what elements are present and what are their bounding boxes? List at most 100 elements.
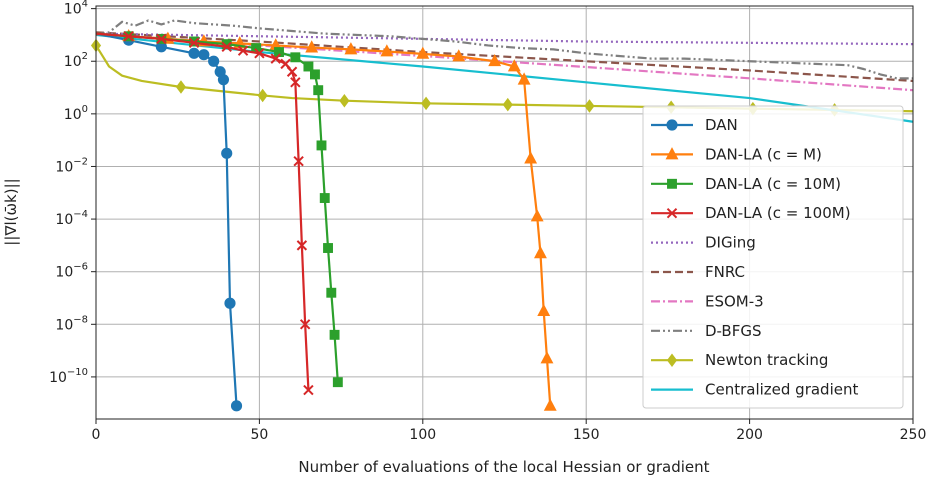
data-point	[507, 59, 521, 72]
x-axis-label: Number of evaluations of the local Hessi…	[298, 458, 709, 476]
series-line	[95, 31, 914, 83]
legend-marker	[666, 353, 678, 367]
data-point	[257, 88, 268, 103]
legend-item: DAN	[651, 116, 738, 134]
legend-label: DAN-LA (c = 100M)	[705, 204, 851, 222]
series-line	[95, 32, 238, 406]
data-point	[524, 151, 538, 164]
data-point	[299, 319, 311, 330]
data-point	[303, 61, 314, 72]
data-point	[339, 93, 350, 108]
series-line	[95, 19, 913, 80]
series-line	[95, 32, 914, 46]
data-point	[270, 53, 281, 64]
data-point	[584, 99, 595, 113]
data-point	[251, 43, 262, 54]
y-axis-label: ||∇l(ω̄k)||	[2, 178, 20, 245]
data-point	[293, 155, 304, 167]
data-point	[332, 377, 343, 388]
data-point	[221, 41, 232, 52]
data-point	[274, 47, 284, 57]
series-4	[95, 32, 914, 46]
legend-label: Newton tracking	[705, 351, 828, 369]
data-point	[188, 47, 200, 59]
data-point	[319, 193, 330, 203]
legend-label: FNRC	[705, 263, 745, 281]
data-point	[316, 140, 327, 151]
data-point	[323, 243, 333, 253]
axes-frame	[95, 5, 914, 420]
legend-label: ESOM-3	[705, 292, 764, 310]
series-5	[95, 31, 914, 83]
y-axis: 104 102 100 10−2 10−4 10−6 10−8 10−10	[49, 0, 96, 386]
y-tick-label: 102	[64, 51, 88, 70]
legend-item: ESOM-3	[651, 292, 764, 310]
data-point	[221, 147, 233, 159]
legend-marker	[665, 147, 679, 160]
legend-label: Centralized gradient	[705, 381, 858, 399]
data-point	[326, 287, 337, 298]
y-tick-label: 100	[64, 104, 88, 123]
data-point	[416, 46, 430, 59]
data-point	[290, 77, 301, 88]
legend-item: DAN-LA (c = M)	[651, 145, 822, 163]
data-point	[380, 44, 394, 57]
legend-marker	[667, 178, 677, 189]
legend-item: Centralized gradient	[651, 381, 858, 399]
data-point	[303, 384, 314, 396]
x-tick-label: 200	[736, 427, 763, 443]
series-0	[95, 32, 243, 412]
y-tick-label: 104	[64, 0, 88, 18]
data-point	[305, 40, 319, 53]
data-point	[290, 52, 301, 63]
data-point	[221, 39, 232, 50]
data-point	[123, 31, 134, 42]
legend-label: DIGing	[705, 234, 756, 252]
data-point	[198, 49, 210, 61]
y-tick-label: 10−6	[55, 262, 88, 281]
legend-marker	[666, 119, 678, 131]
data-point	[488, 53, 502, 67]
legend-item: Newton tracking	[651, 351, 828, 369]
data-point	[230, 400, 243, 412]
legend-item: DAN-LA (c = 10M)	[651, 175, 841, 193]
data-point	[155, 41, 167, 53]
y-tick-label: 10−8	[55, 314, 88, 333]
y-tick-label: 10−4	[55, 209, 88, 228]
series-3	[95, 31, 314, 396]
data-point	[537, 303, 551, 317]
data-point	[502, 97, 513, 112]
data-point	[208, 55, 220, 67]
legend-box	[642, 105, 904, 409]
data-point	[254, 48, 265, 59]
x-tick-label: 0	[92, 427, 101, 443]
series-line	[95, 32, 339, 383]
legend-label: DAN	[705, 116, 738, 134]
y-tick-label: 10−10	[49, 367, 88, 386]
x-tick-label: 150	[573, 427, 600, 443]
data-point	[344, 42, 358, 55]
x-tick-label: 250	[900, 427, 927, 443]
data-point	[237, 45, 249, 56]
legend-label: DAN-LA (c = 10M)	[705, 175, 841, 193]
legend-item: DIGing	[651, 234, 756, 252]
data-point	[175, 80, 187, 94]
data-point	[517, 72, 531, 85]
data-point	[313, 85, 324, 96]
data-point	[421, 96, 432, 111]
data-point	[224, 297, 236, 309]
legend-item: FNRC	[651, 263, 745, 281]
x-tick-label: 100	[409, 427, 436, 443]
legend-marker	[666, 207, 678, 219]
data-point	[543, 398, 557, 411]
legend: DAN DAN-LA (c = M) DAN-LA (c = 10M) DAN-LA …	[642, 105, 904, 409]
x-tick-label: 50	[250, 427, 268, 443]
data-point	[540, 351, 554, 364]
data-point	[534, 246, 547, 259]
data-point	[452, 49, 466, 62]
data-point	[217, 74, 230, 86]
data-point	[310, 69, 320, 80]
y-tick-label: 10−2	[55, 156, 88, 175]
series-line	[95, 32, 310, 391]
